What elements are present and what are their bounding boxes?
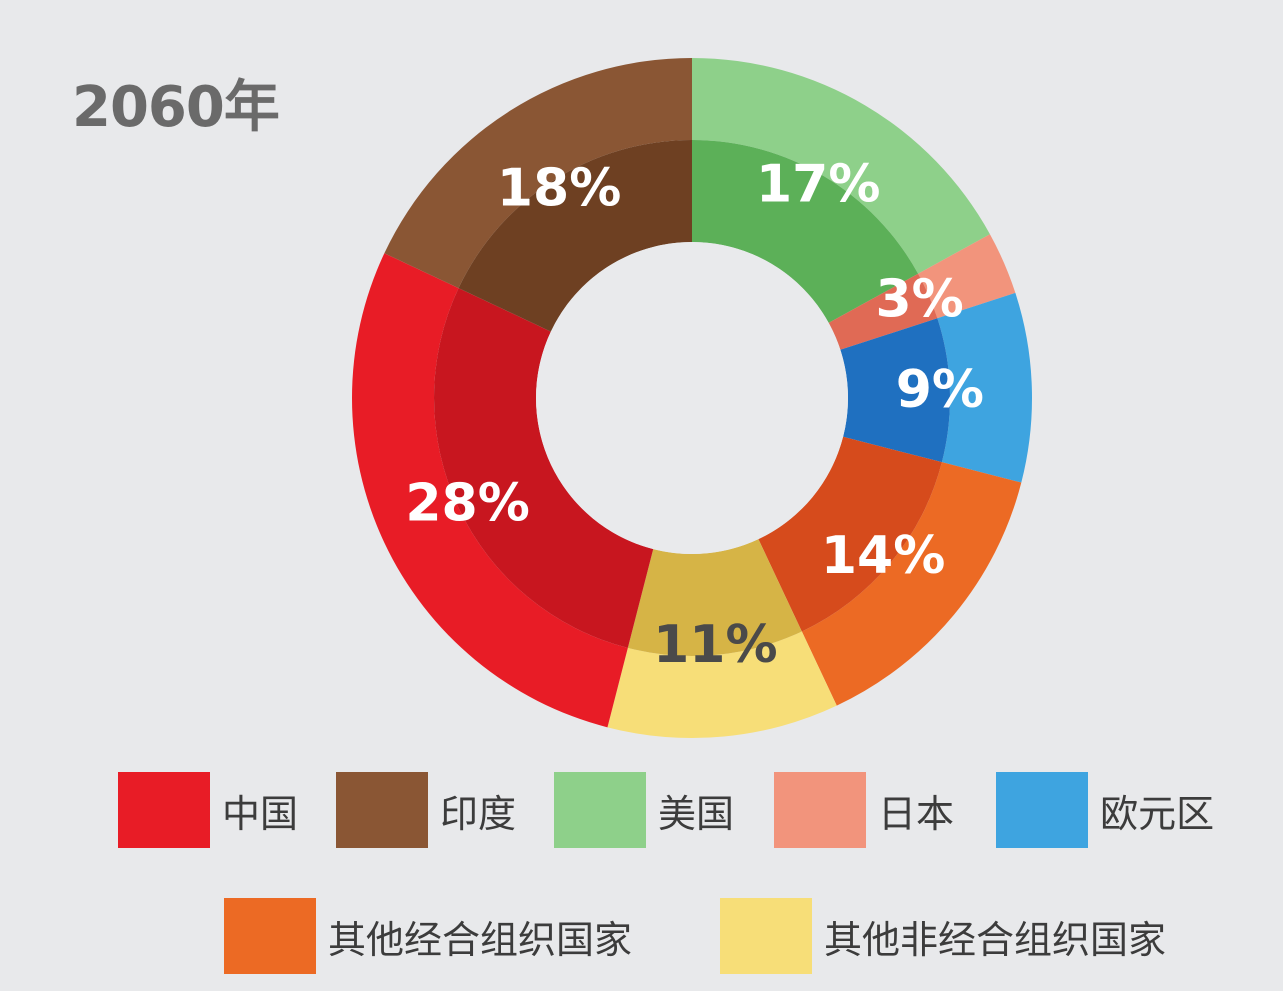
slice-inner-1 (828, 273, 938, 350)
slice-outer-5 (351, 253, 628, 728)
legend-swatch (774, 772, 867, 848)
legend-label: 日本 (878, 791, 955, 836)
slice-outer-6 (384, 58, 692, 289)
legend-label: 其他非经合组织国家 (824, 917, 1167, 962)
legend-item: 其他非经合组织国家 (720, 898, 1166, 974)
legend-item: 其他经合组织国家 (224, 898, 632, 974)
chart-title: 2060年 (72, 75, 280, 140)
legend-swatch (118, 772, 210, 848)
legend-item: 美国 (554, 772, 734, 848)
slice-label-5: 28% (405, 474, 529, 534)
slice-label-0: 17% (756, 155, 880, 215)
legend-row-2: 其他经合组织国家 其他非经合组织国家 (224, 898, 1166, 974)
legend-item: 中国 (118, 772, 298, 848)
slice-label-4: 11% (653, 615, 777, 675)
slice-labels: 17% 3% 9% 14% 11% 28% 18% (405, 155, 984, 675)
legend-row-1: 中国 印度 美国 日本 欧元区 (118, 772, 1214, 848)
legend-label: 中国 (222, 791, 299, 836)
slice-outer-0 (692, 58, 990, 274)
slice-outer-1 (918, 234, 1016, 319)
slice-label-6: 18% (497, 159, 621, 219)
legend-item: 欧元区 (996, 772, 1214, 848)
slice-inner-5 (433, 288, 654, 648)
legend-label: 美国 (658, 791, 735, 836)
legend-label: 印度 (440, 791, 517, 836)
slice-label-2: 9% (896, 360, 984, 420)
legend-item: 日本 (774, 772, 954, 848)
slice-inner-6 (458, 140, 692, 332)
slice-inner-0 (692, 140, 919, 323)
slice-outer-3 (801, 462, 1022, 706)
legend-item: 印度 (336, 772, 516, 848)
slice-inner-2 (840, 318, 950, 463)
slice-label-3: 14% (821, 526, 945, 586)
donut-chart: 17% 3% 9% 14% 11% 28% 18% (351, 58, 1032, 739)
slice-label-1: 3% (875, 270, 963, 330)
legend-swatch (224, 898, 316, 974)
donut-hole (536, 242, 848, 554)
slice-inner-4 (627, 539, 802, 656)
donut-slices (351, 58, 1032, 739)
slice-outer-4 (607, 631, 837, 739)
slice-inner-3 (758, 436, 942, 632)
legend-swatch (336, 772, 429, 848)
legend-label: 欧元区 (1100, 791, 1215, 836)
legend-swatch (720, 898, 813, 974)
legend-swatch (554, 772, 647, 848)
legend-swatch (996, 772, 1089, 848)
slice-outer-2 (937, 292, 1032, 483)
legend-label: 其他经合组织国家 (328, 917, 633, 962)
